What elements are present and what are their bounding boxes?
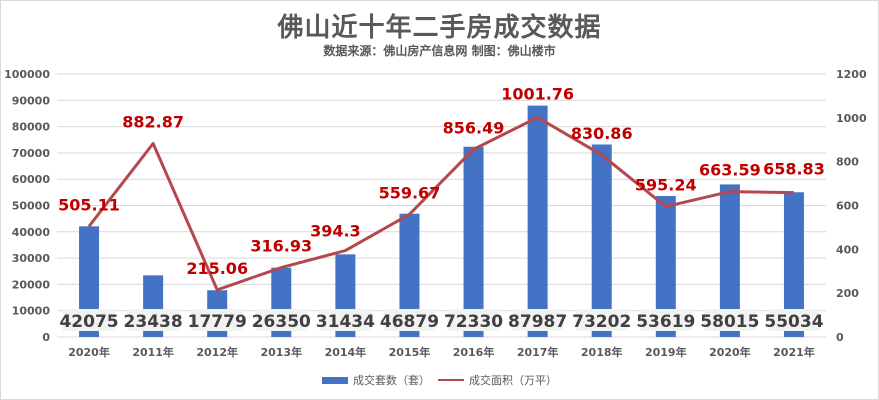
line-value-label: 505.11 [58, 195, 120, 214]
line-value-label: 316.93 [250, 237, 312, 256]
line-value-label: 215.06 [186, 259, 248, 278]
bar [591, 144, 612, 337]
y-left-tick: 10000 [12, 305, 51, 318]
chart-subtitle: 数据来源：佛山房产信息网 制图：佛山楼市 [323, 44, 556, 58]
y-right-tick: 200 [836, 287, 859, 300]
bar-value-label: 53619 [636, 312, 695, 332]
x-tick: 2017年 [517, 345, 559, 359]
y-left-tick: 0 [42, 331, 50, 344]
bar-label-bg [639, 309, 692, 331]
y-right-tick: 800 [836, 156, 859, 169]
y-left-tick: 50000 [12, 200, 51, 213]
y-left-tick: 70000 [12, 147, 51, 160]
x-tick: 2012年 [196, 345, 238, 359]
bar [783, 192, 804, 337]
y-left-tick: 100000 [4, 68, 50, 81]
x-tick: 2015年 [389, 345, 431, 359]
bar-label-bg [767, 309, 820, 331]
x-tick: 2021年 [773, 345, 815, 359]
bar-value-label: 58015 [700, 312, 759, 332]
line-value-label: 394.3 [310, 222, 361, 241]
bar-label-bg [63, 309, 116, 331]
bar-value-label: 42075 [59, 312, 118, 332]
bar-label-bg [255, 309, 308, 331]
legend-item-line[interactable]: 成交面积（万平） [438, 372, 557, 388]
bar [655, 195, 676, 337]
bar [527, 105, 548, 337]
line-value-label: 856.49 [443, 118, 505, 137]
x-tick: 2011年 [132, 345, 174, 359]
y-right-tick: 1200 [836, 68, 867, 81]
area-line [87, 115, 794, 292]
bar-label-bg [319, 309, 372, 331]
line-value-label: 882.87 [122, 113, 184, 132]
line-value-label: 658.83 [763, 160, 825, 179]
bar-label-bg [511, 309, 564, 331]
y-left-tick: 60000 [12, 173, 51, 186]
y-right-tick: 600 [836, 200, 859, 213]
y-right-tick: 400 [836, 243, 859, 256]
line-value-label: 1001.76 [501, 84, 574, 103]
x-tick: 2020年 [709, 345, 751, 359]
bar-value-label: 46879 [380, 312, 439, 332]
line-value-label: 830.86 [571, 124, 633, 143]
bar [399, 213, 420, 337]
x-tick: 2014年 [325, 345, 367, 359]
bar-value-label: 26350 [252, 312, 311, 332]
bar-label-bg [703, 309, 756, 331]
bar-value-label: 17779 [188, 312, 247, 332]
chart-title: 佛山近十年二手房成交数据 [277, 13, 602, 43]
y-right-tick: 0 [836, 331, 844, 344]
line-value-label: 559.67 [379, 183, 441, 202]
x-tick: 2013年 [260, 345, 302, 359]
bar-label-bg [575, 309, 628, 331]
legend: 成交套数（套） 成交面积（万平） [0, 372, 879, 388]
x-tick: 2020年 [68, 345, 110, 359]
line-value-label: 663.59 [699, 161, 761, 180]
bar [719, 184, 740, 337]
x-tick: 2018年 [581, 345, 623, 359]
y-right-tick: 1000 [836, 112, 867, 125]
line-value-label: 595.24 [635, 176, 697, 195]
bar-label-bg [383, 309, 436, 331]
bar [463, 146, 484, 337]
y-left-tick: 90000 [12, 94, 51, 107]
bar-value-label: 73202 [572, 312, 631, 332]
bar-value-label: 72330 [444, 312, 503, 332]
y-left-tick: 30000 [12, 252, 51, 265]
bar-label-bg [447, 309, 500, 331]
bar-value-label: 87987 [508, 312, 567, 332]
y-left-tick: 40000 [12, 226, 51, 239]
x-tick: 2019年 [645, 345, 687, 359]
legend-bar-label: 成交套数（套） [353, 374, 430, 387]
bar-swatch-icon [322, 376, 348, 384]
y-left-tick: 20000 [12, 278, 51, 291]
x-tick: 2016年 [453, 345, 495, 359]
bar-label-bg [127, 309, 180, 331]
y-left-tick: 80000 [12, 121, 51, 134]
bar-label-bg [191, 309, 244, 331]
line-swatch-icon [438, 379, 464, 381]
legend-line-label: 成交面积（万平） [469, 374, 557, 387]
legend-item-bar[interactable]: 成交套数（套） [322, 372, 430, 388]
bar-value-label: 23438 [124, 312, 183, 332]
bar-value-label: 55034 [764, 312, 823, 332]
bar-value-label: 31434 [316, 312, 375, 332]
